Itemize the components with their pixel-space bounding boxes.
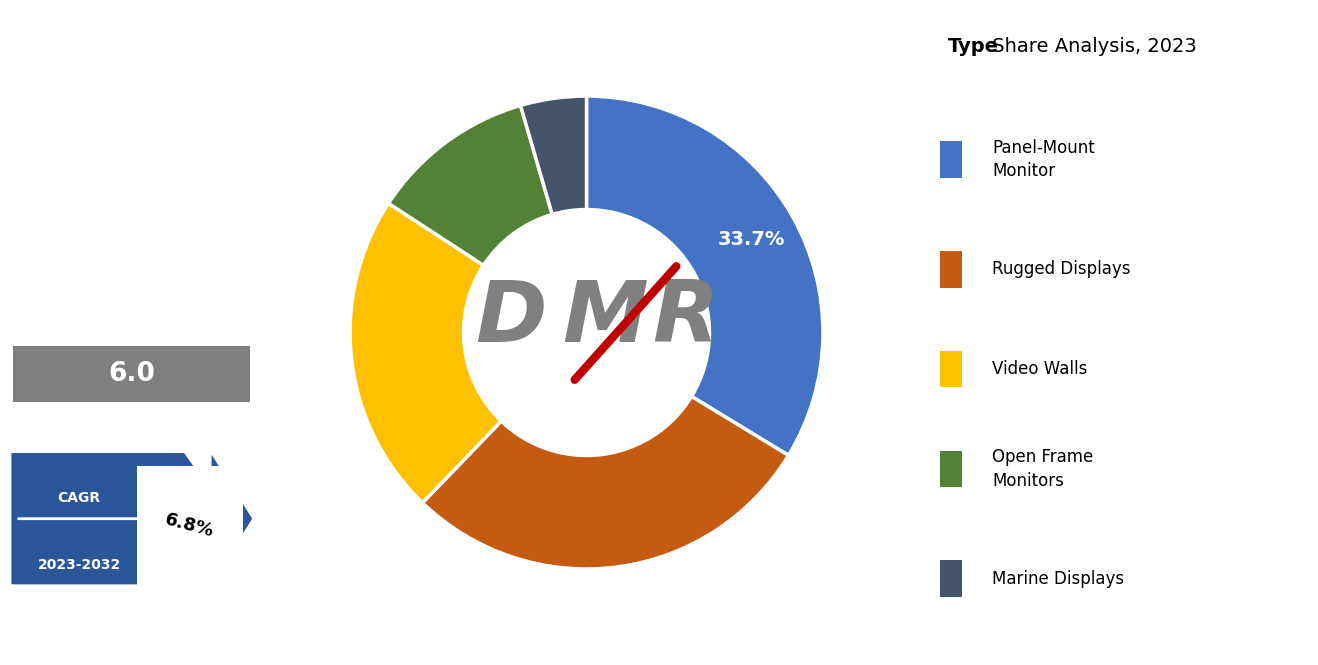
Text: D: D bbox=[474, 277, 547, 360]
FancyBboxPatch shape bbox=[137, 465, 243, 589]
Text: Open Frame
Monitors: Open Frame Monitors bbox=[992, 448, 1094, 489]
Wedge shape bbox=[389, 106, 552, 265]
Bar bbox=[940, 141, 962, 178]
Text: Type: Type bbox=[948, 37, 999, 56]
Wedge shape bbox=[521, 96, 587, 214]
Bar bbox=[940, 451, 962, 487]
Text: Panel-Mount
Monitor: Panel-Mount Monitor bbox=[992, 139, 1095, 180]
Text: Dimension: Dimension bbox=[45, 66, 219, 94]
Wedge shape bbox=[587, 96, 822, 456]
Text: Share Analysis, 2023: Share Analysis, 2023 bbox=[986, 37, 1197, 56]
Polygon shape bbox=[211, 452, 253, 585]
Text: Marine Displays: Marine Displays bbox=[992, 569, 1124, 588]
Bar bbox=[940, 251, 962, 287]
Circle shape bbox=[464, 209, 709, 456]
Text: Market: Market bbox=[74, 132, 190, 160]
Bar bbox=[940, 351, 962, 387]
Text: 33.7%: 33.7% bbox=[718, 230, 786, 249]
Wedge shape bbox=[351, 203, 501, 503]
Bar bbox=[940, 560, 962, 597]
Text: R: R bbox=[652, 277, 720, 360]
Text: Research: Research bbox=[57, 199, 207, 227]
FancyBboxPatch shape bbox=[13, 346, 250, 402]
Polygon shape bbox=[11, 452, 232, 585]
Text: 6.0: 6.0 bbox=[108, 360, 156, 387]
Text: Global Industrial
Display Market Size
(USD Billion), 2023: Global Industrial Display Market Size (U… bbox=[50, 269, 214, 329]
Text: CAGR: CAGR bbox=[58, 491, 100, 505]
Text: 6.8%: 6.8% bbox=[163, 510, 216, 541]
Text: M: M bbox=[563, 277, 648, 360]
Text: Video Walls: Video Walls bbox=[992, 360, 1087, 378]
Text: Rugged Displays: Rugged Displays bbox=[992, 260, 1131, 279]
Text: 2023-2032: 2023-2032 bbox=[37, 558, 121, 572]
FancyArrowPatch shape bbox=[18, 513, 227, 524]
Wedge shape bbox=[423, 396, 788, 569]
